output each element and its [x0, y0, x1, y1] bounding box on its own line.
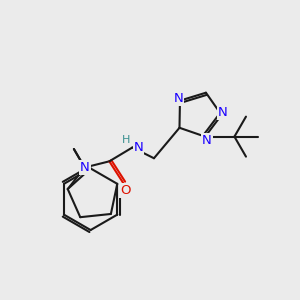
Text: N: N — [80, 161, 89, 174]
Text: O: O — [120, 184, 131, 197]
Text: N: N — [202, 134, 211, 147]
Text: N: N — [134, 141, 143, 154]
Text: N: N — [218, 106, 228, 119]
Text: H: H — [122, 135, 130, 145]
Text: N: N — [173, 92, 183, 105]
